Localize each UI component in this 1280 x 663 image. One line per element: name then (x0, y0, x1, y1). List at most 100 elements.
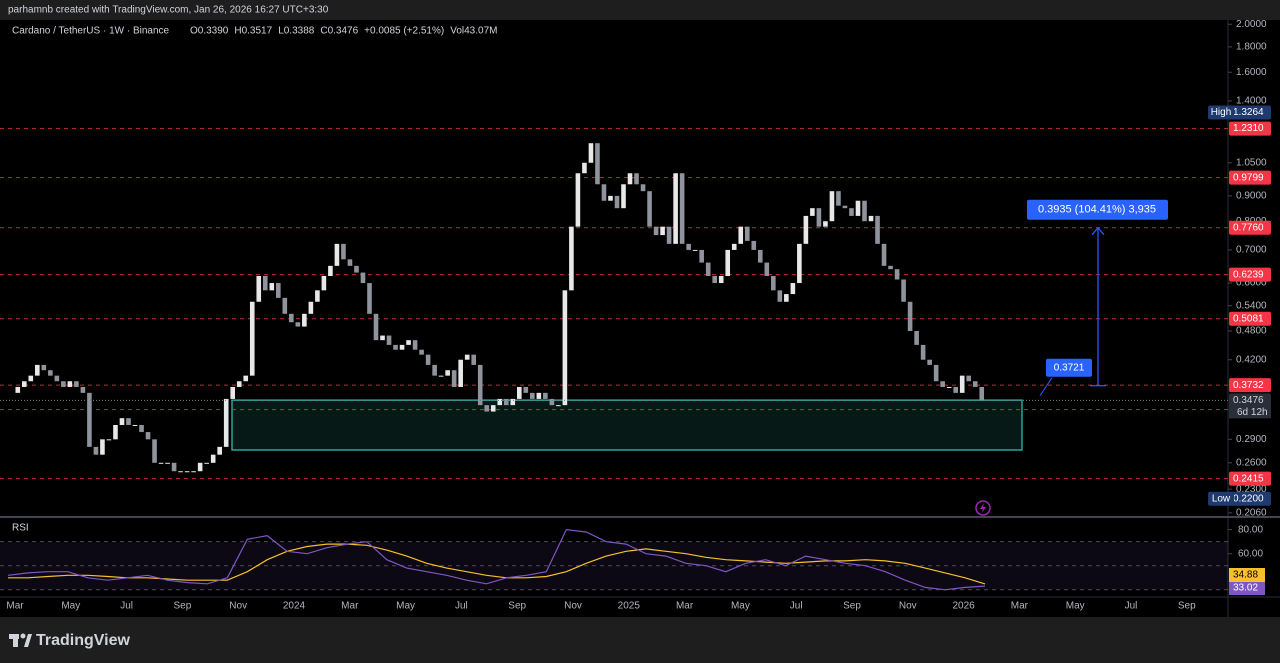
candle (849, 208, 854, 216)
measure-connector (1039, 377, 1053, 397)
candle (256, 276, 262, 302)
price-label: 0.5081 (1233, 313, 1264, 324)
candle (562, 290, 568, 406)
candle (666, 226, 672, 244)
countdown-box (1229, 406, 1271, 419)
candle (621, 184, 626, 209)
price-label: 0.7760 (1233, 222, 1264, 233)
x-tick-label: May (396, 601, 415, 612)
price-label-box (1229, 311, 1271, 326)
rsi-tick-label: 60.00 (1238, 548, 1263, 559)
x-tick-label: May (61, 601, 80, 612)
candle (61, 381, 66, 387)
candle (347, 259, 353, 266)
candle (249, 301, 255, 376)
candle (328, 265, 333, 277)
x-tick-label: Jul (1125, 601, 1138, 612)
extreme-box (1229, 491, 1271, 506)
x-tick-label: Nov (564, 601, 582, 612)
candle (777, 290, 783, 302)
price-label-box (1229, 220, 1271, 235)
x-tick-label: 2025 (618, 601, 641, 612)
measure-label: 0.3935 (104.41%) 3,935 (1038, 204, 1156, 216)
y-tick-label: 1.0500 (1236, 157, 1267, 168)
candle (35, 364, 40, 376)
candle (868, 215, 874, 222)
legend-value: L0.3388 (278, 26, 315, 37)
x-tick-label: Jul (790, 601, 803, 612)
candle (15, 386, 21, 393)
rsi-line (8, 543, 986, 585)
price-label-box (1229, 378, 1271, 393)
candle (308, 301, 314, 314)
rsi-value: 34.88 (1233, 570, 1258, 581)
candle (354, 265, 359, 273)
candle (158, 462, 164, 464)
candle (634, 173, 639, 185)
candle (699, 249, 704, 263)
candle (341, 243, 346, 260)
candle (771, 276, 776, 291)
candle (914, 331, 919, 345)
candle (276, 283, 281, 298)
candle (334, 243, 340, 266)
candle (816, 208, 822, 227)
y-tick-label: 0.2300 (1236, 484, 1267, 495)
candle (523, 386, 529, 393)
x-tick-label: Mar (676, 601, 694, 612)
candle (48, 370, 53, 376)
price-label-box (1229, 267, 1271, 282)
candle (223, 398, 229, 447)
candle (289, 313, 294, 323)
x-tick-label: 2024 (283, 601, 306, 612)
candle (862, 200, 867, 222)
candle (197, 462, 203, 472)
x-tick-label: Mar (6, 601, 24, 612)
candle (41, 364, 47, 371)
candle (927, 359, 932, 365)
candle (888, 265, 893, 270)
measure-label-box (1027, 199, 1168, 220)
candle (419, 349, 424, 355)
candle (471, 354, 477, 365)
candle (152, 439, 157, 463)
rsi-title: RSI (12, 523, 29, 534)
candle (660, 226, 665, 236)
extreme-tag-box (1208, 491, 1234, 506)
footer-brand: TradingView (36, 632, 131, 649)
candle (432, 364, 437, 376)
candle (582, 162, 587, 174)
candle (380, 335, 385, 341)
candle (920, 344, 926, 360)
legend-value: Vol43.07M (450, 26, 497, 37)
candle (106, 439, 112, 441)
candle (764, 262, 770, 277)
y-tick-label: 0.9000 (1236, 191, 1267, 202)
legend-value: +0.0085 (+2.51%) (364, 26, 444, 37)
candle (373, 313, 379, 341)
candle (321, 276, 327, 291)
candle (972, 381, 978, 387)
rsi-value: 33.02 (1233, 583, 1258, 594)
candle (412, 340, 418, 350)
candle (608, 195, 613, 201)
candle (966, 375, 972, 382)
candle (530, 392, 535, 399)
candle (451, 370, 457, 387)
measure-from-box (1046, 358, 1092, 377)
rsi-line (7, 528, 986, 591)
y-tick-label: 1.6000 (1236, 67, 1267, 78)
candle (595, 143, 600, 185)
candle (692, 249, 698, 251)
candle (74, 381, 79, 387)
candle (119, 418, 125, 425)
candle (556, 405, 561, 407)
candle (953, 386, 958, 393)
measure-from-label: 0.3721 (1054, 362, 1085, 373)
candle (80, 386, 86, 393)
x-tick-label: Sep (508, 601, 526, 612)
x-tick-label: 2026 (952, 601, 975, 612)
candle (282, 297, 288, 314)
